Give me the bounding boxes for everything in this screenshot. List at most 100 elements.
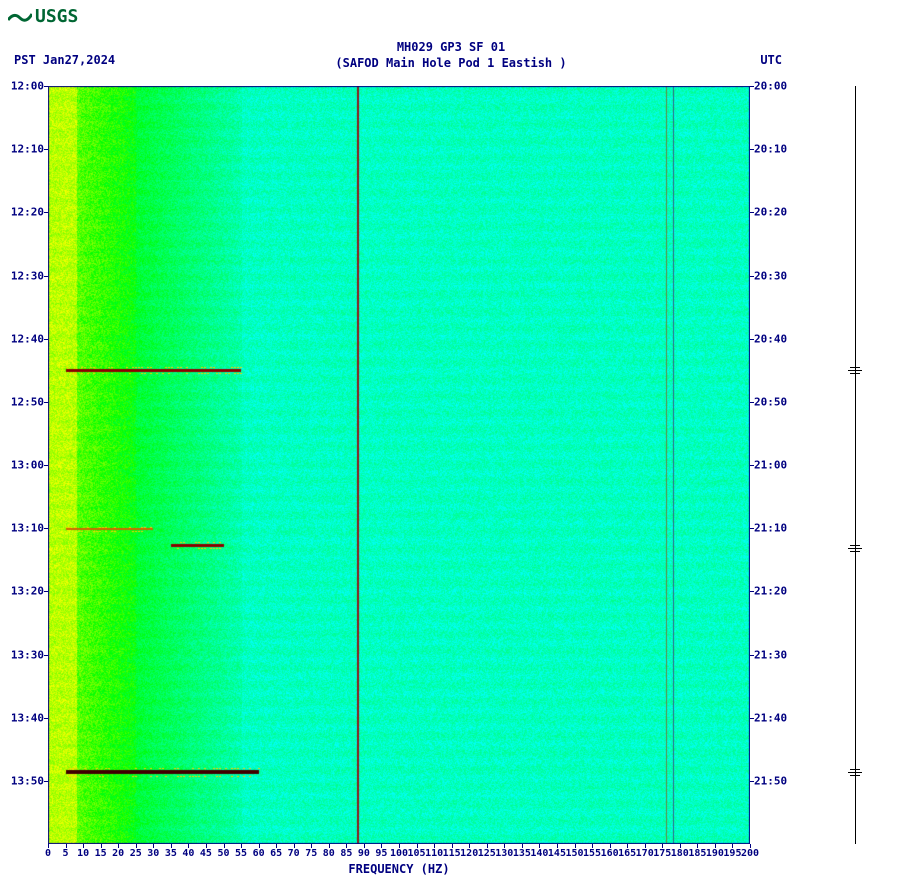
tick-mark <box>48 844 49 848</box>
x-tick: 80 <box>323 848 335 859</box>
tick-mark <box>44 655 48 656</box>
tick-mark <box>645 844 646 848</box>
tick-mark <box>101 844 102 848</box>
usgs-logo: USGS <box>8 6 78 27</box>
tick-mark <box>750 212 754 213</box>
tick-mark <box>44 528 48 529</box>
x-tick: 100 <box>390 848 408 859</box>
tick-mark <box>750 465 754 466</box>
tick-mark <box>469 844 470 848</box>
tick-mark <box>66 844 67 848</box>
y-tick-left: 12:10 <box>11 143 44 156</box>
y-tick-right: 20:30 <box>754 269 787 282</box>
tick-mark <box>750 528 754 529</box>
y-tick-left: 12:30 <box>11 269 44 282</box>
event-marker <box>850 551 860 552</box>
x-tick: 60 <box>253 848 265 859</box>
y-tick-left: 12:50 <box>11 395 44 408</box>
tick-mark <box>241 844 242 848</box>
x-tick: 135 <box>513 848 531 859</box>
x-tick: 55 <box>235 848 247 859</box>
x-tick: 10 <box>77 848 89 859</box>
y-tick-left: 13:40 <box>11 711 44 724</box>
tick-mark <box>346 844 347 848</box>
tick-mark <box>750 781 754 782</box>
x-tick: 145 <box>548 848 566 859</box>
x-tick: 200 <box>741 848 759 859</box>
tick-mark <box>276 844 277 848</box>
y-tick-right: 20:40 <box>754 332 787 345</box>
tick-mark <box>224 844 225 848</box>
y-tick-left: 12:20 <box>11 206 44 219</box>
x-tick: 30 <box>147 848 159 859</box>
tick-mark <box>750 844 751 848</box>
x-tick: 170 <box>636 848 654 859</box>
x-tick: 20 <box>112 848 124 859</box>
tick-mark <box>188 844 189 848</box>
tick-mark <box>329 844 330 848</box>
x-tick: 185 <box>688 848 706 859</box>
tick-mark <box>171 844 172 848</box>
x-tick: 125 <box>478 848 496 859</box>
tick-mark <box>750 718 754 719</box>
x-tick: 90 <box>358 848 370 859</box>
event-marker <box>848 370 862 371</box>
tick-mark <box>750 591 754 592</box>
tick-mark <box>750 276 754 277</box>
event-marker <box>848 548 862 549</box>
tick-mark <box>44 149 48 150</box>
x-tick: 70 <box>288 848 300 859</box>
tick-mark <box>311 844 312 848</box>
x-tick: 85 <box>340 848 352 859</box>
x-tick: 195 <box>723 848 741 859</box>
tick-mark <box>44 339 48 340</box>
tick-mark <box>452 844 453 848</box>
spectrogram-canvas <box>48 86 750 844</box>
y-tick-right: 21:50 <box>754 774 787 787</box>
x-tick: 45 <box>200 848 212 859</box>
x-tick: 40 <box>182 848 194 859</box>
tick-mark <box>592 844 593 848</box>
tick-mark <box>680 844 681 848</box>
x-tick: 180 <box>671 848 689 859</box>
tick-mark <box>364 844 365 848</box>
tick-mark <box>697 844 698 848</box>
tick-mark <box>575 844 576 848</box>
x-tick: 175 <box>653 848 671 859</box>
tick-mark <box>44 212 48 213</box>
tick-mark <box>487 844 488 848</box>
y-tick-right: 21:40 <box>754 711 787 724</box>
x-tick: 165 <box>618 848 636 859</box>
tick-mark <box>44 276 48 277</box>
y-tick-left: 13:10 <box>11 522 44 535</box>
x-tick: 105 <box>408 848 426 859</box>
x-tick: 150 <box>565 848 583 859</box>
x-tick: 25 <box>130 848 142 859</box>
tick-mark <box>399 844 400 848</box>
tick-mark <box>381 844 382 848</box>
x-tick: 155 <box>583 848 601 859</box>
y-tick-right: 21:20 <box>754 585 787 598</box>
tick-mark <box>662 844 663 848</box>
y-tick-right: 20:20 <box>754 206 787 219</box>
tick-mark <box>44 465 48 466</box>
y-tick-right: 20:50 <box>754 395 787 408</box>
y-tick-left: 12:00 <box>11 80 44 93</box>
right-marker-axis <box>855 86 856 844</box>
usgs-wave-icon <box>8 10 32 24</box>
tick-mark <box>750 339 754 340</box>
plot-area: 12:0012:1012:2012:3012:4012:5013:0013:10… <box>48 86 750 844</box>
tick-mark <box>153 844 154 848</box>
tick-mark <box>750 149 754 150</box>
y-tick-right: 20:00 <box>754 80 787 93</box>
tick-mark <box>732 844 733 848</box>
x-tick: 190 <box>706 848 724 859</box>
x-tick: 115 <box>443 848 461 859</box>
tick-mark <box>136 844 137 848</box>
x-tick: 0 <box>45 848 51 859</box>
event-marker <box>850 769 860 770</box>
tick-mark <box>434 844 435 848</box>
event-marker <box>850 367 860 368</box>
event-marker <box>848 772 862 773</box>
tick-mark <box>610 844 611 848</box>
